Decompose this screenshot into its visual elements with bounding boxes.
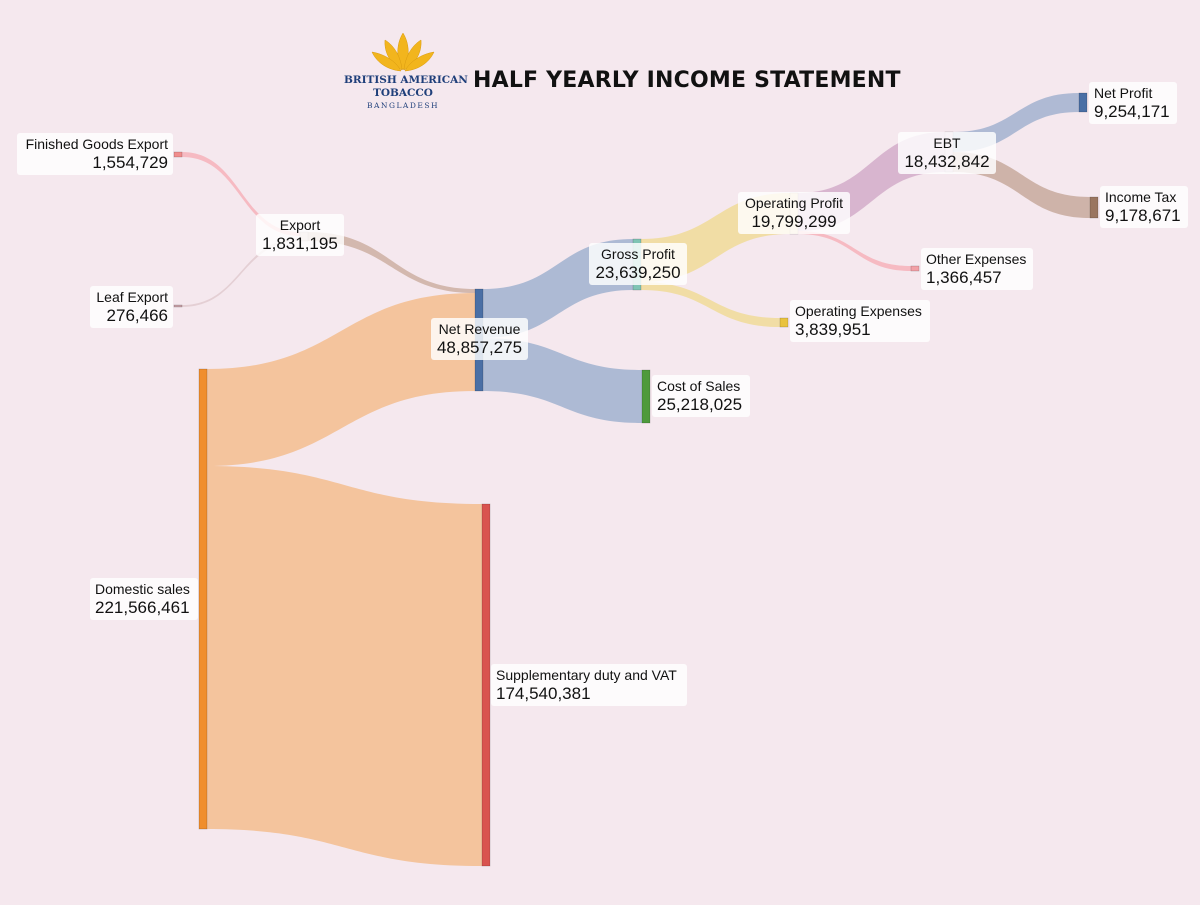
link-leaf-to-export	[182, 238, 300, 307]
node-tax	[1089, 196, 1099, 219]
label-gp-value: 23,639,250	[595, 263, 680, 282]
label-domestic-box	[90, 578, 198, 620]
label-opex-value: 3,839,951	[795, 320, 871, 339]
label-export-name: Export	[280, 217, 321, 233]
label-ebt-box	[898, 132, 996, 174]
link-export-to-netrev	[308, 232, 475, 293]
logo-line-2: TOBACCO	[373, 87, 433, 99]
link-gp-to-opex	[641, 282, 780, 327]
link-op-to-otherexp	[798, 231, 911, 271]
node-leaf	[173, 304, 183, 308]
node-domestic	[198, 368, 208, 830]
bat-logo: BRITISH AMERICAN TOBACCO BANGLADESH	[344, 30, 468, 112]
label-ebt-name: EBT	[933, 135, 961, 151]
node-sdvat	[481, 503, 491, 867]
label-netrev-name: Net Revenue	[439, 321, 521, 337]
link-domestic-to-netrev	[207, 293, 475, 466]
label-op-name: Operating Profit	[745, 195, 843, 211]
label-cos-box	[652, 375, 750, 417]
leaf-logo-icon	[371, 32, 435, 72]
node-fge	[173, 151, 183, 158]
label-domestic-name: Domestic sales	[95, 581, 190, 597]
label-gp-name: Gross Profit	[601, 246, 675, 262]
label-sdvat-name: Supplementary duty and VAT	[496, 667, 677, 683]
label-np-box	[1089, 82, 1177, 124]
label-tax-name: Income Tax	[1105, 189, 1176, 205]
label-otherexp-box	[921, 248, 1033, 290]
node-np	[1078, 92, 1088, 113]
label-opex-box	[790, 300, 930, 342]
label-ebt-value: 18,432,842	[904, 152, 989, 171]
label-leaf-name: Leaf Export	[96, 289, 168, 305]
page-title: HALF YEARLY INCOME STATEMENT	[473, 68, 901, 93]
label-op-box	[738, 192, 850, 234]
label-gp-box	[589, 243, 687, 285]
label-netrev-value: 48,857,275	[437, 338, 522, 357]
logo-line-3: BANGLADESH	[366, 101, 440, 110]
label-fge-name: Finished Goods Export	[26, 136, 169, 152]
link-fge-to-export	[182, 152, 300, 236]
label-leaf-box	[90, 286, 173, 328]
label-op-value: 19,799,299	[751, 212, 836, 231]
label-export-box	[256, 214, 344, 256]
label-np-value: 9,254,171	[1094, 102, 1170, 121]
label-domestic-value: 221,566,461	[95, 598, 190, 617]
label-cos-name: Cost of Sales	[657, 378, 740, 394]
label-otherexp-name: Other Expenses	[926, 251, 1026, 267]
logo-leaf-3	[371, 51, 402, 72]
label-netrev-box	[431, 318, 528, 360]
label-cos-value: 25,218,025	[657, 395, 742, 414]
label-opex-name: Operating Expenses	[795, 303, 922, 319]
node-otherexp	[910, 265, 920, 272]
label-np-name: Net Profit	[1094, 85, 1152, 101]
link-domestic-to-sdvat	[207, 466, 482, 866]
sankey-links	[182, 93, 1090, 866]
label-tax-value: 9,178,671	[1105, 206, 1181, 225]
label-tax-box	[1100, 186, 1188, 228]
node-opex	[779, 317, 789, 328]
label-fge-box	[17, 133, 173, 175]
logo-leaf-4	[404, 51, 435, 72]
label-export-value: 1,831,195	[262, 234, 338, 253]
node-cos	[641, 369, 651, 424]
logo-line-1: BRITISH AMERICAN	[344, 74, 468, 86]
label-otherexp-value: 1,366,457	[926, 268, 1002, 287]
label-fge-value: 1,554,729	[92, 153, 168, 172]
label-sdvat-box	[491, 664, 687, 706]
label-leaf-value: 276,466	[107, 306, 168, 325]
label-sdvat-value: 174,540,381	[496, 684, 591, 703]
